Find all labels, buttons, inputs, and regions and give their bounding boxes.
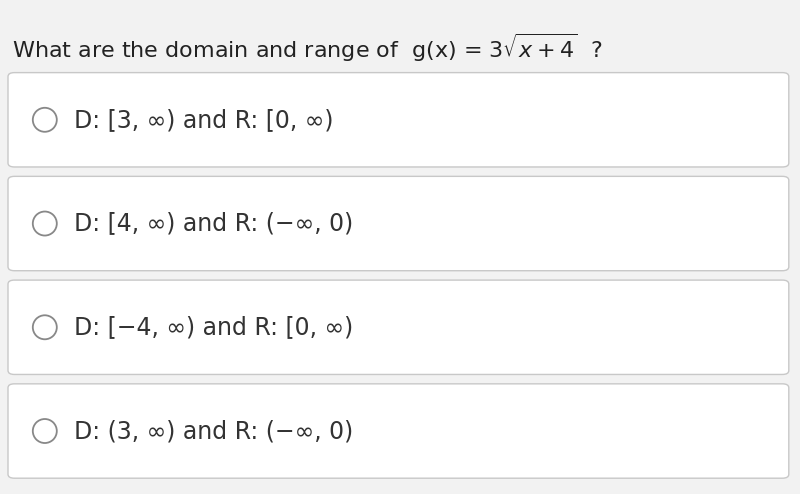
Text: What are the domain and range of  $\mathregular{g(x)}$ = $3\sqrt{x+4}$  ?: What are the domain and range of $\mathr… <box>12 32 602 64</box>
Ellipse shape <box>33 419 57 443</box>
Text: D: (3, ∞) and R: (−∞, 0): D: (3, ∞) and R: (−∞, 0) <box>74 419 354 443</box>
Ellipse shape <box>33 108 57 132</box>
FancyBboxPatch shape <box>8 280 789 374</box>
FancyBboxPatch shape <box>8 73 789 167</box>
FancyBboxPatch shape <box>8 384 789 478</box>
Text: D: [4, ∞) and R: (−∞, 0): D: [4, ∞) and R: (−∞, 0) <box>74 211 354 236</box>
FancyBboxPatch shape <box>8 176 789 271</box>
Text: D: [−4, ∞) and R: [0, ∞): D: [−4, ∞) and R: [0, ∞) <box>74 315 354 339</box>
Text: D: [3, ∞) and R: [0, ∞): D: [3, ∞) and R: [0, ∞) <box>74 108 334 132</box>
Ellipse shape <box>33 315 57 339</box>
Ellipse shape <box>33 211 57 236</box>
